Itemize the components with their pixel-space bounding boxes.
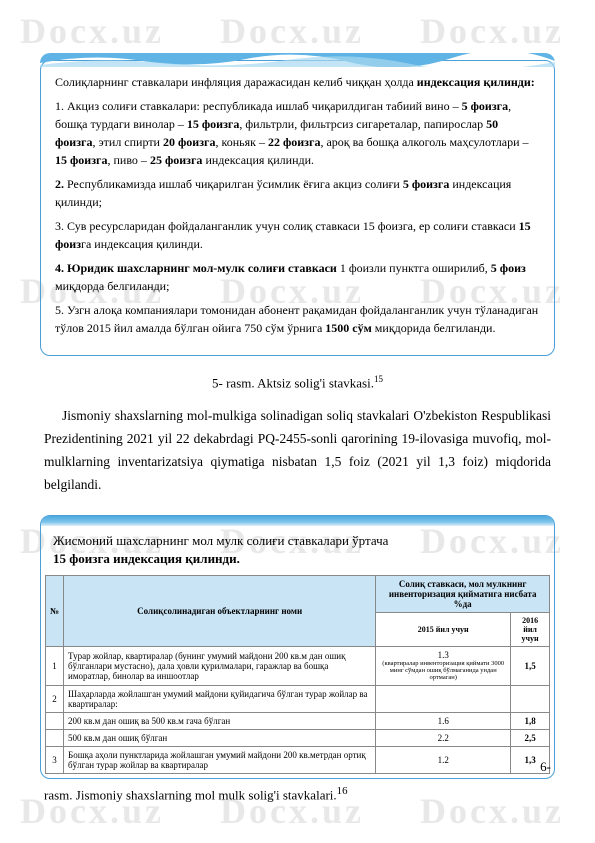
box1-p3: 3. Сув ресурсларидан фойдаланганлик учун… — [55, 217, 540, 253]
caption2-prefix: 6- — [540, 759, 551, 775]
cell-num — [46, 712, 64, 729]
cell-2016 — [511, 685, 550, 712]
cell-2015: 1.2 — [376, 746, 511, 773]
property-tax-box: Жисмоний шахсларнинг мол мулк солиғи ста… — [40, 515, 555, 779]
table-row: 1Турар жойлар, квартиралар (бунинг умуми… — [46, 647, 550, 685]
box1-wave-header — [40, 53, 555, 67]
body-paragraph: Jismoniy shaxslarning mol-mulkiga solina… — [44, 405, 551, 497]
cell-2015 — [376, 685, 511, 712]
cell-num — [46, 729, 64, 746]
table-row: 500 кв.м дан ошиқ бўлган2.22,5 — [46, 729, 550, 746]
col-obj: Солиқсолинадиган объектларнинг номи — [64, 576, 376, 647]
cell-num: 3 — [46, 746, 64, 773]
cell-2016: 1,5 — [511, 647, 550, 685]
box1-p5: 5. Узгн алоқа компаниялари томонидан або… — [55, 301, 540, 337]
lead-bold: индексация қилинди: — [417, 75, 535, 89]
tax-indexation-box: Солиқларнинг ставкалари инфляция даражас… — [40, 60, 555, 356]
col-2015: 2015 йил учун — [376, 613, 511, 647]
cell-2016: 1,8 — [511, 712, 550, 729]
cell-2015: 1.3(квартиралар инвенторизация қиймати 3… — [376, 647, 511, 685]
box1-p2: 2. Республикамизда ишлаб чиқарилган ўсим… — [55, 175, 540, 211]
table-row: 3Бошқа аҳоли пунктларида жойлашган умуми… — [46, 746, 550, 773]
cell-obj: 500 кв.м дан ошиқ бўлган — [64, 729, 376, 746]
table-row: 2Шаҳарларда жойлашган умумий майдони қуй… — [46, 685, 550, 712]
figure-5-caption: 5- rasm. Aktsiz solig'i stavkasi.15 — [40, 374, 555, 391]
cell-2015: 1.6 — [376, 712, 511, 729]
figure-6-caption: 6- rasm. Jismoniy shaxslarning mol mulk … — [44, 785, 551, 803]
cell-2016: 2,5 — [511, 729, 550, 746]
cell-obj: Шаҳарларда жойлашган умумий майдони қуйи… — [64, 685, 376, 712]
cell-2015: 2.2 — [376, 729, 511, 746]
cell-num: 1 — [46, 647, 64, 685]
box2-title: Жисмоний шахсларнинг мол мулк солиғи ста… — [41, 526, 554, 571]
table-header-row: № Солиқсолинадиган объектларнинг номи Со… — [46, 576, 550, 613]
col-rate: Солиқ ставкаси, мол мулкнинг инвенториза… — [376, 576, 550, 613]
box1-p4: 4. Юридик шахсларнинг мол-мулк солиғи ст… — [55, 259, 540, 295]
col-2016: 2016 йил учун — [511, 613, 550, 647]
cell-obj: Бошқа аҳоли пунктларида жойлашган умумий… — [64, 746, 376, 773]
cell-num: 2 — [46, 685, 64, 712]
col-num: № — [46, 576, 64, 647]
page-content: Солиқларнинг ставкалари инфляция даражас… — [0, 0, 595, 823]
box2-gradient-header — [41, 516, 554, 526]
box1-lead: Солиқларнинг ставкалари инфляция даражас… — [55, 73, 540, 91]
table-row: 200 кв.м дан ошиқ ва 500 кв.м гача бўлга… — [46, 712, 550, 729]
cell-obj: Турар жойлар, квартиралар (бунинг умумий… — [64, 647, 376, 685]
box1-p1: 1. Акциз солиғи ставкалари: республикада… — [55, 97, 540, 169]
cell-obj: 200 кв.м дан ошиқ ва 500 кв.м гача бўлга… — [64, 712, 376, 729]
property-tax-table: № Солиқсолинадиган объектларнинг номи Со… — [45, 575, 550, 773]
lead-text: Солиқларнинг ставкалари инфляция даражас… — [55, 75, 417, 89]
